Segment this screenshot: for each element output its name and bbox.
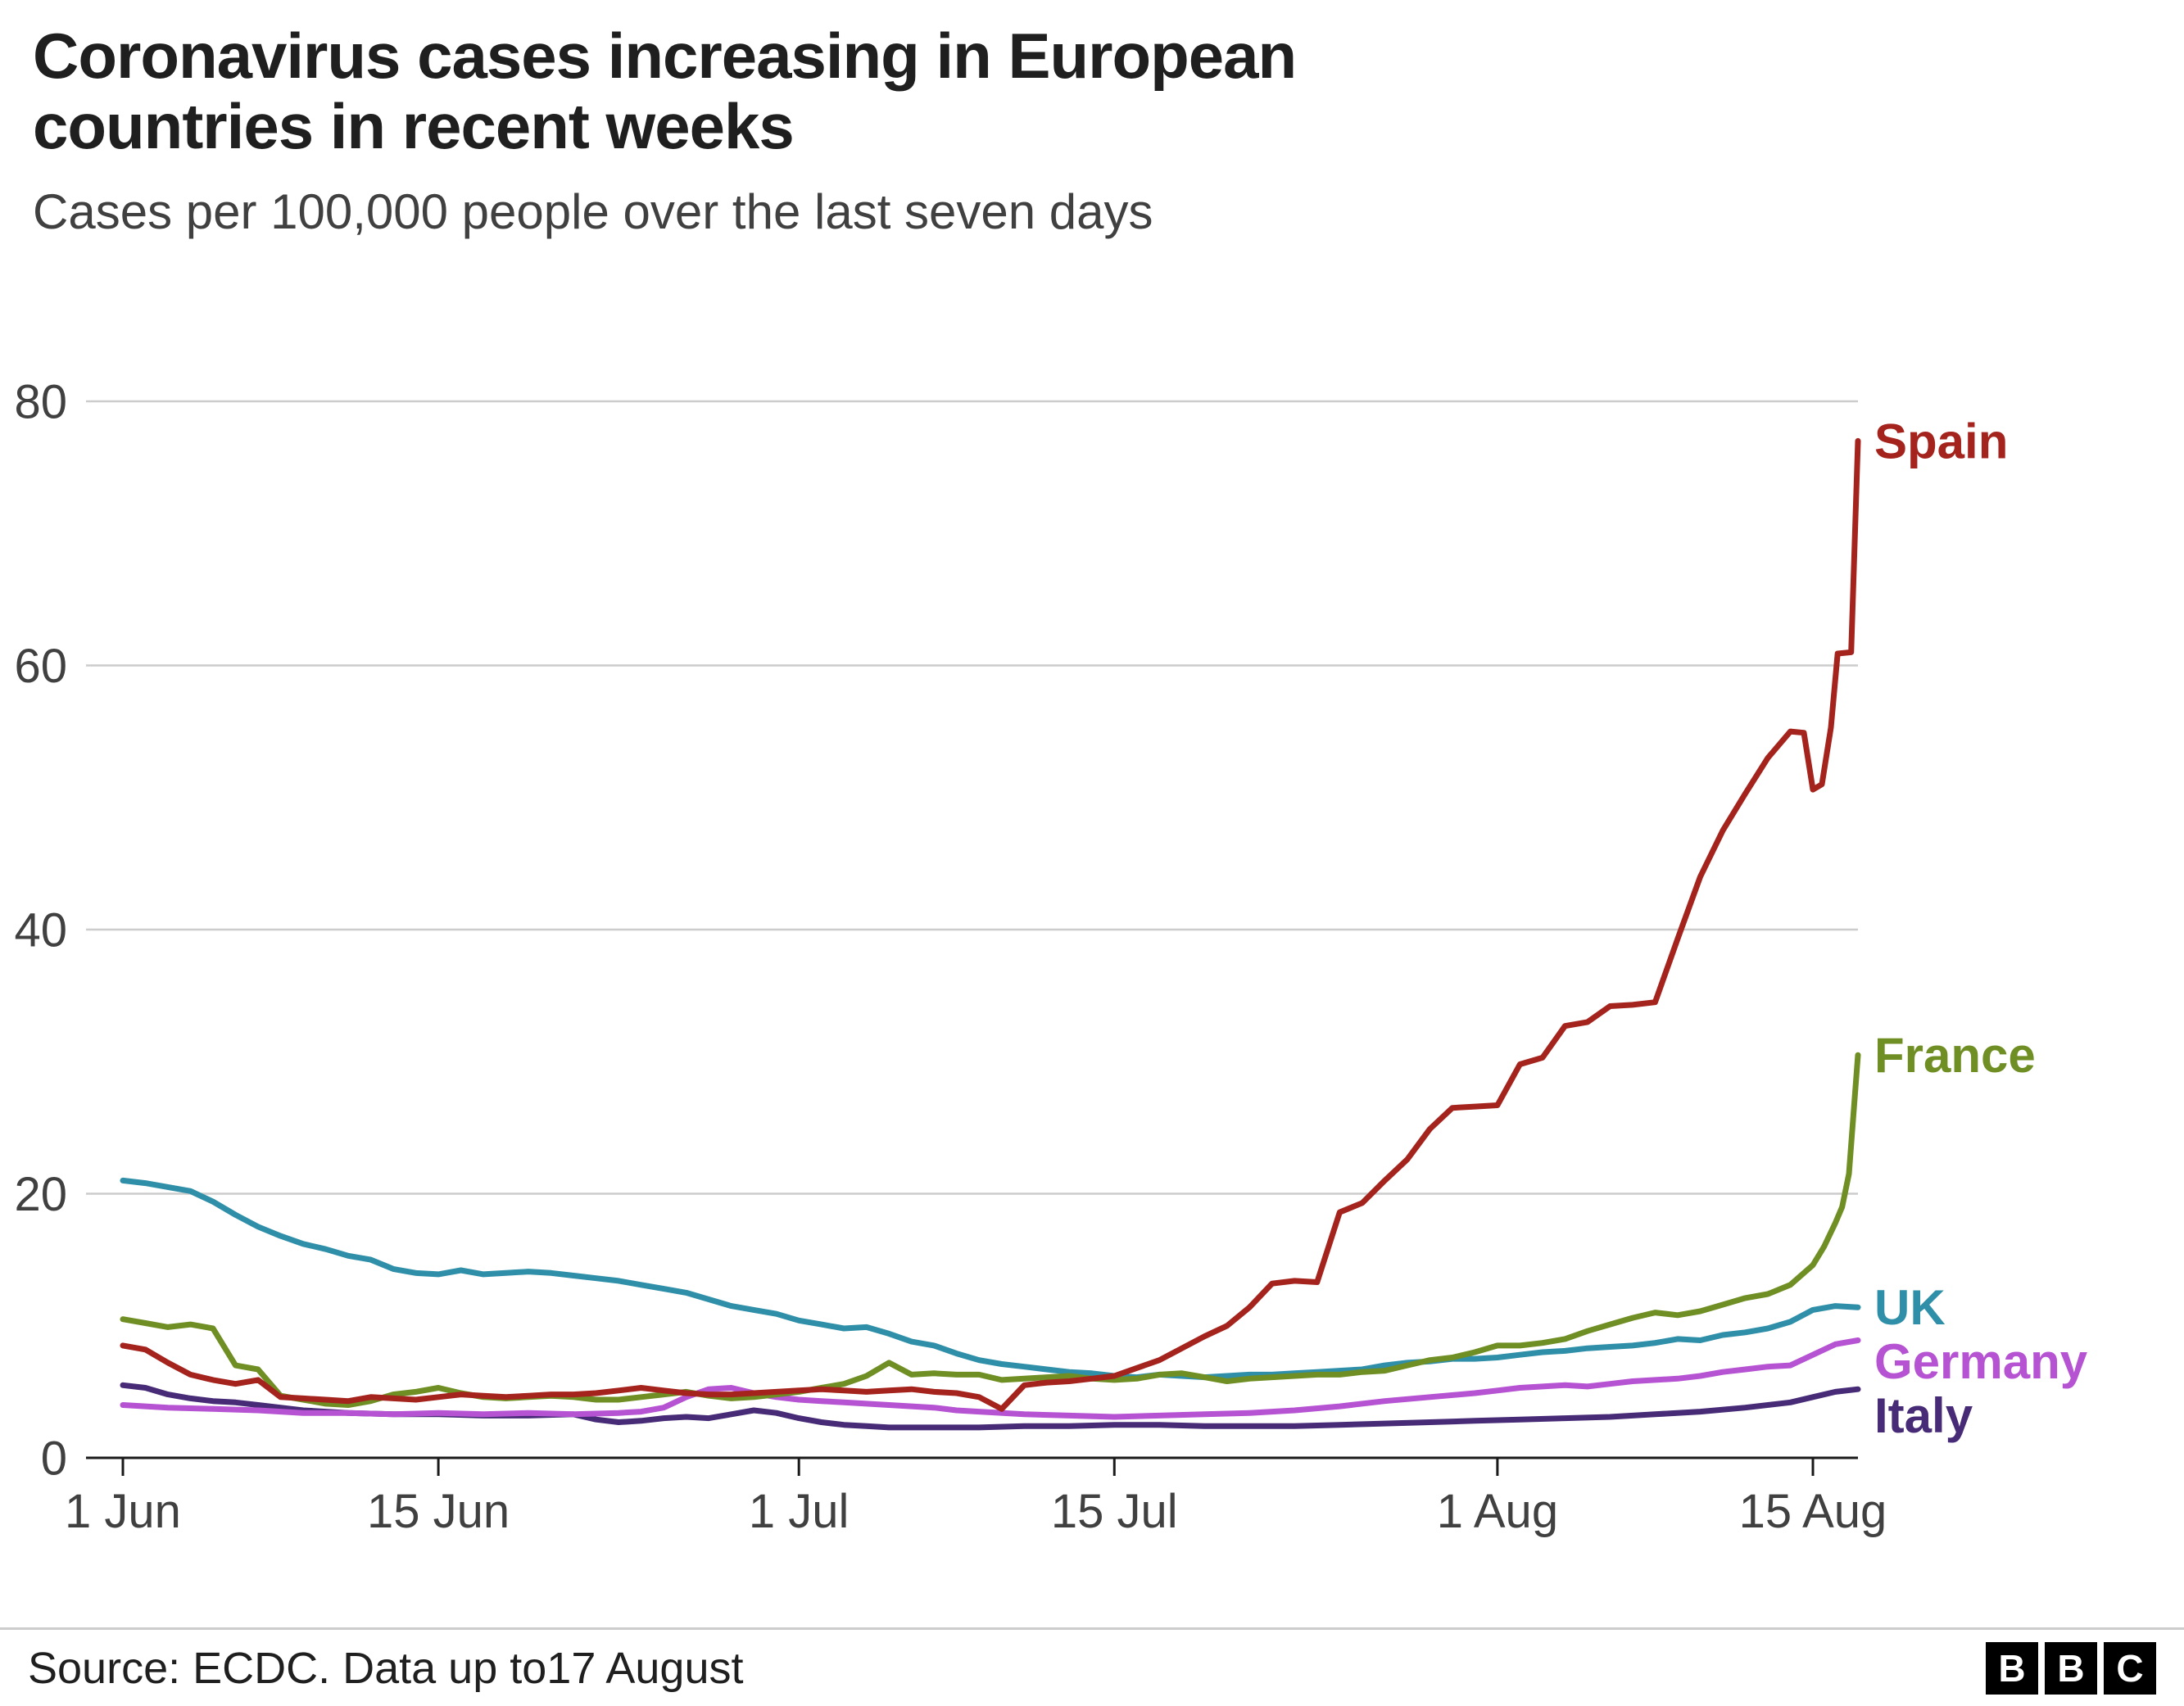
x-tick-label: 1 Jul xyxy=(749,1485,850,1538)
footer: Source: ECDC. Data up to17 August B B C xyxy=(0,1627,2184,1706)
x-tick-label: 15 Jun xyxy=(367,1485,510,1538)
bbc-logo-letter: B xyxy=(2045,1641,2097,1695)
x-tick-label: 1 Jun xyxy=(65,1485,181,1538)
y-tick-label: 20 xyxy=(14,1168,67,1221)
y-tick-label: 80 xyxy=(14,375,67,428)
series-line-uk xyxy=(120,1177,1861,1381)
chart-subtitle: Cases per 100,000 people over the last s… xyxy=(33,183,1153,239)
chart-title: Coronavirus cases increasing in European… xyxy=(33,20,1297,162)
x-tick-label: 15 Jul xyxy=(1051,1485,1178,1538)
line-chart: 0 20 40 60 80 1 Jun 15 Jun 1 Jul 15 Jul 1 Aug 15 A… xyxy=(14,375,2088,1538)
y-tick-label: 60 xyxy=(14,640,67,693)
y-tick-label: 0 xyxy=(41,1432,67,1485)
source-text: Source: ECDC. Data up to17 August xyxy=(28,1643,744,1693)
chart-area: 0 20 40 60 80 1 Jun 15 Jun 1 Jul 15 Jul 1 Aug 15 A… xyxy=(0,352,2184,1581)
series-line-germany xyxy=(120,1337,1861,1420)
bbc-logo-letter: C xyxy=(2104,1641,2156,1695)
series-label-uk: UK xyxy=(1874,1280,1946,1335)
bbc-logo-letter: B xyxy=(1986,1641,2038,1695)
series-line-italy xyxy=(120,1382,1861,1431)
x-tick-label: 1 Aug xyxy=(1437,1485,1558,1538)
bbc-logo: B B C xyxy=(1986,1641,2156,1695)
series-label-france: France xyxy=(1874,1028,2036,1083)
y-tick-label: 40 xyxy=(14,903,67,957)
series-label-italy: Italy xyxy=(1874,1388,1973,1443)
series-label-germany: Germany xyxy=(1874,1334,2088,1389)
chart-header: Coronavirus cases increasing in European… xyxy=(0,0,2184,240)
series-line-spain xyxy=(120,437,1861,1412)
x-tick-label: 15 Aug xyxy=(1739,1485,1887,1538)
series-label-spain: Spain xyxy=(1874,414,2008,468)
series-line-france xyxy=(120,1052,1861,1408)
